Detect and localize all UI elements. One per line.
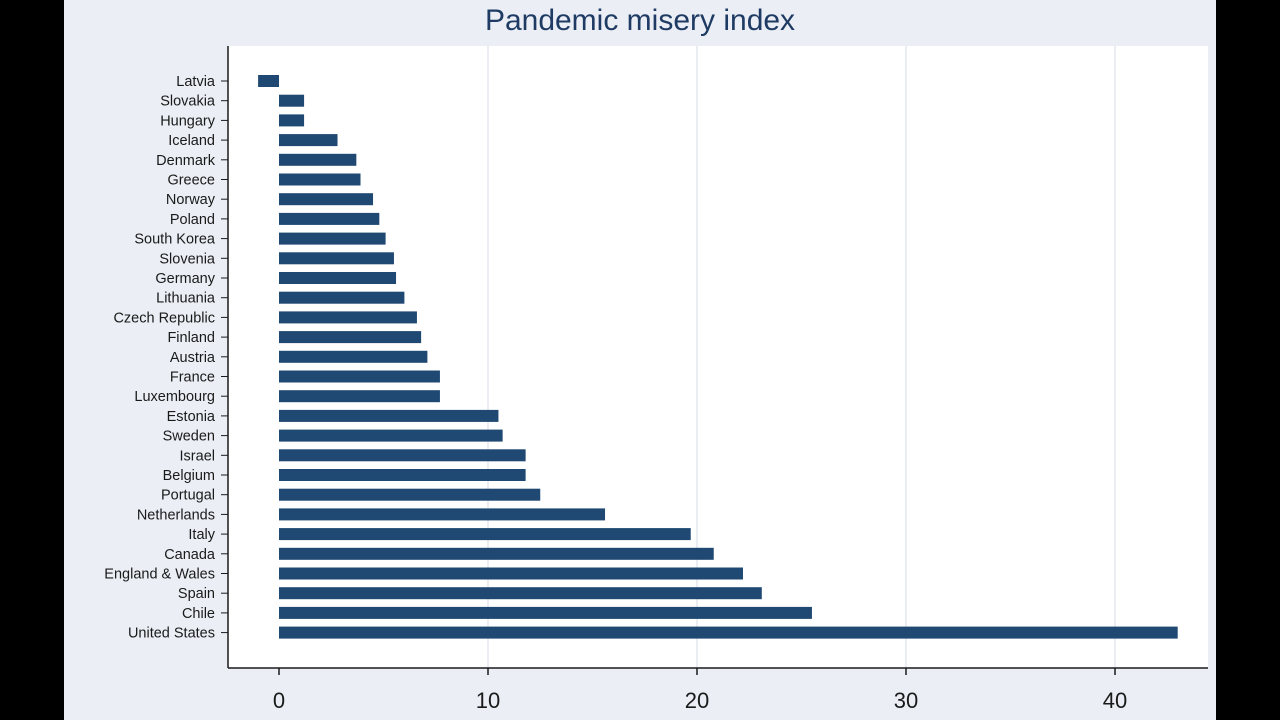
bar-chart: Latvia Slovakia Hungary Iceland Denmark Greec… xyxy=(104,46,1208,713)
x-tick-label: 40 xyxy=(1103,688,1127,713)
category-label: Chile xyxy=(182,606,215,622)
category-labels: Latvia Slovakia Hungary Iceland Denmark Greec… xyxy=(104,74,216,642)
category-label: Austria xyxy=(170,350,216,366)
axes xyxy=(221,46,1208,675)
category-label: Portugal xyxy=(161,488,215,504)
bar xyxy=(279,252,394,265)
gridlines xyxy=(487,46,1116,668)
bar xyxy=(279,488,541,501)
bar xyxy=(279,193,374,206)
bar xyxy=(279,528,691,541)
category-label: South Korea xyxy=(134,232,216,248)
bar xyxy=(279,331,422,344)
bar xyxy=(279,587,762,600)
chart-title: Pandemic misery index xyxy=(484,4,796,37)
bars xyxy=(258,75,1178,639)
x-tick-label: 10 xyxy=(476,688,500,713)
category-label: Sweden xyxy=(163,429,215,445)
category-label: Estonia xyxy=(167,409,216,425)
bar xyxy=(279,311,417,324)
category-label: Germany xyxy=(155,271,215,287)
bar xyxy=(279,153,357,166)
category-label: Norway xyxy=(166,192,216,208)
category-label: England & Wales xyxy=(104,567,215,583)
bar xyxy=(279,370,440,383)
x-tick-label: 0 xyxy=(273,688,285,713)
x-tick-label: 30 xyxy=(894,688,918,713)
bar xyxy=(279,626,1178,639)
bar xyxy=(279,567,743,580)
bar xyxy=(279,272,397,284)
category-label: Czech Republic xyxy=(113,310,215,326)
bar xyxy=(279,212,380,225)
bar xyxy=(279,469,526,481)
chart-frame: Pandemic misery index Latvia Slovakia Hung… xyxy=(64,0,1216,720)
category-label: Canada xyxy=(164,547,216,563)
category-label: Finland xyxy=(167,330,215,346)
category-label: United States xyxy=(128,626,215,642)
bar xyxy=(279,173,361,186)
category-label: Slovenia xyxy=(159,251,216,267)
category-label: Hungary xyxy=(160,113,216,129)
category-label: Iceland xyxy=(168,133,215,149)
bar xyxy=(279,232,386,245)
category-label: Lithuania xyxy=(156,291,216,307)
bar xyxy=(279,114,305,127)
bar xyxy=(279,429,503,442)
bar xyxy=(279,606,812,619)
bar xyxy=(279,350,428,363)
bar xyxy=(279,547,714,560)
category-label: Greece xyxy=(167,173,215,189)
bar xyxy=(279,291,405,304)
category-label: France xyxy=(170,370,215,386)
category-label: Israel xyxy=(180,448,215,464)
category-label: Netherlands xyxy=(137,507,215,523)
bar xyxy=(279,449,526,462)
category-label: Luxembourg xyxy=(134,389,215,405)
bar xyxy=(279,390,440,403)
category-label: Spain xyxy=(178,586,215,602)
category-label: Slovakia xyxy=(160,94,216,110)
bar xyxy=(258,75,279,87)
x-tick-label: 20 xyxy=(685,688,709,713)
bar xyxy=(279,134,338,147)
category-label: Italy xyxy=(188,527,215,543)
category-label: Belgium xyxy=(163,468,215,484)
bar xyxy=(279,409,499,422)
category-label: Poland xyxy=(170,212,215,228)
x-tick-labels: 0 10 20 30 40 xyxy=(273,688,1127,713)
bar xyxy=(279,508,606,521)
bar xyxy=(279,94,305,107)
category-label: Latvia xyxy=(176,74,216,90)
category-label: Denmark xyxy=(156,153,216,169)
